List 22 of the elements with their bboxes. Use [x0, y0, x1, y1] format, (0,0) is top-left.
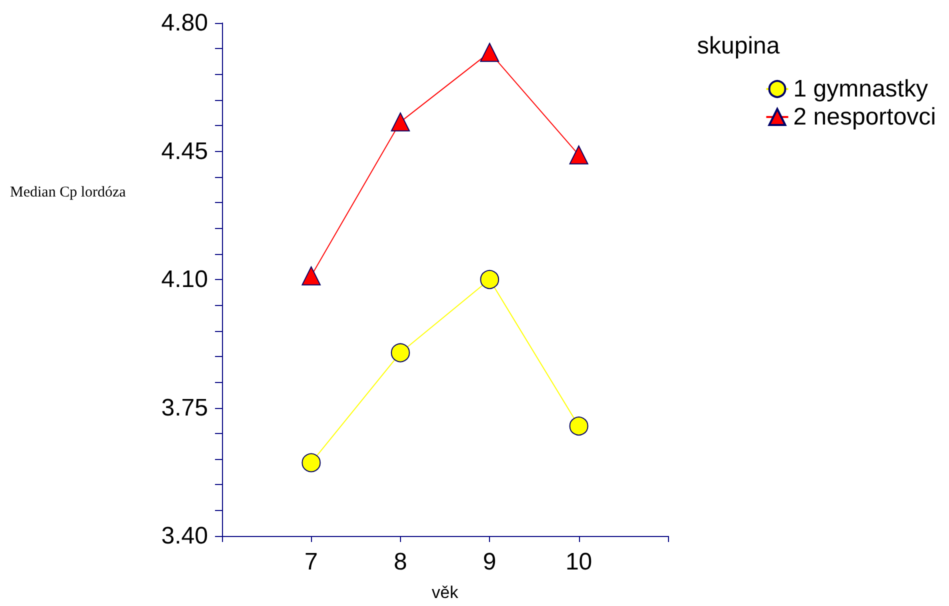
x-axis-title: věk	[432, 583, 459, 602]
x-tick-label: 10	[565, 548, 592, 576]
x-tick-label: 7	[304, 548, 318, 576]
legend-title: skupina	[697, 32, 780, 60]
y-tick-label: 4.45	[161, 138, 208, 165]
x-tick-label: 9	[482, 548, 496, 576]
legend-label: 2 nesportovci	[793, 104, 936, 130]
y-tick-label: 4.80	[161, 10, 208, 36]
point	[390, 112, 410, 132]
x-tick-label: 8	[394, 548, 408, 576]
point	[569, 416, 588, 436]
point	[480, 42, 500, 62]
y-tick-label: 3.75	[161, 394, 208, 422]
point	[569, 145, 588, 164]
y-axis-title: Median Cp lordóza	[10, 184, 126, 200]
point	[480, 270, 500, 289]
y-tick-label: 4.10	[161, 266, 208, 293]
point	[302, 453, 321, 472]
point	[390, 343, 410, 362]
legend-label: 1 gymnastky	[793, 76, 928, 102]
y-tick-label: 3.40	[161, 522, 208, 550]
point	[302, 266, 321, 286]
